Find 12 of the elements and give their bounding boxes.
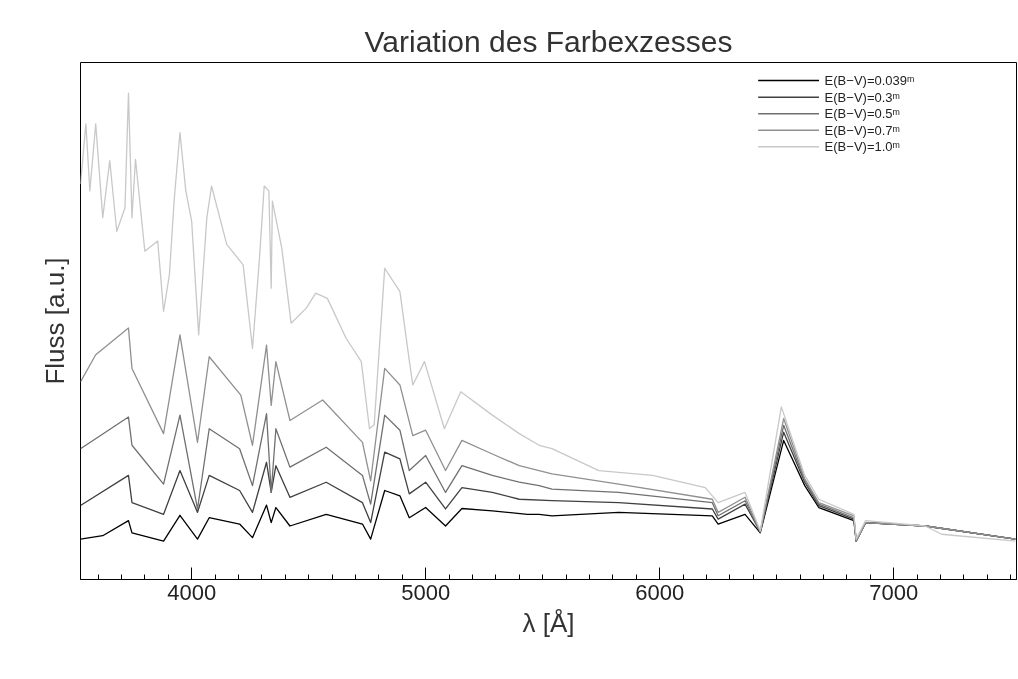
legend-label: E(B−V)=0.7ᵐ xyxy=(824,122,900,138)
x-tick-label: 5000 xyxy=(401,579,451,605)
legend-label: E(B−V)=0.5ᵐ xyxy=(824,106,900,122)
y-axis-title: Fluss [a.u.] xyxy=(39,257,70,385)
legend-label: E(B−V)=1.0ᵐ xyxy=(824,139,900,155)
x-tick-label: 7000 xyxy=(869,579,919,605)
legend-label: E(B−V)=0.039ᵐ xyxy=(824,73,915,89)
x-tick-label: 4000 xyxy=(167,579,217,605)
chart-title: Variation des Farbexzesses xyxy=(364,24,733,58)
x-axis-title: λ [Å] xyxy=(522,607,575,638)
legend-label: E(B−V)=0.3ᵐ xyxy=(824,89,900,105)
x-tick-label: 6000 xyxy=(635,579,685,605)
